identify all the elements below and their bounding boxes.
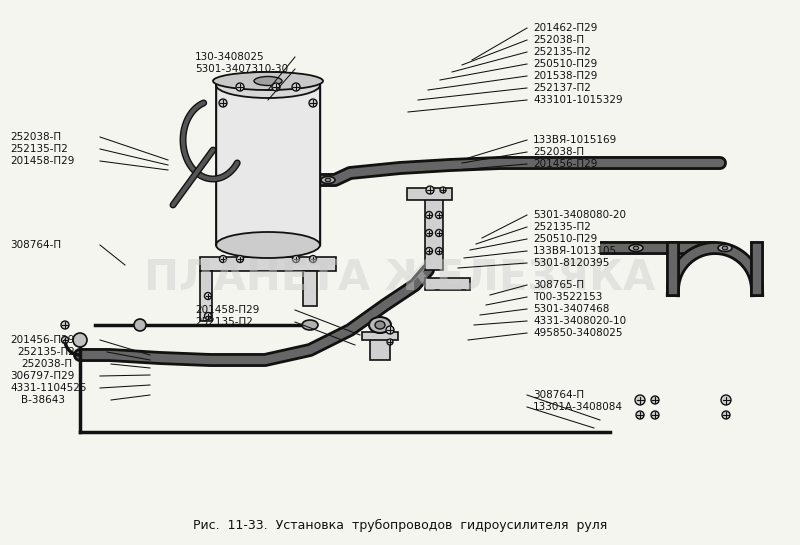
Text: ПЛАНЕТА ЖЕЛЕЗЯКА: ПЛАНЕТА ЖЕЛЕЗЯКА [144, 257, 656, 299]
Bar [200, 257, 336, 271]
Text: 250510-П29: 250510-П29 [533, 234, 598, 244]
Text: 201462-П29: 201462-П29 [533, 23, 598, 33]
Text: 252137-П2: 252137-П2 [533, 83, 591, 93]
Bar [200, 271, 212, 321]
Bar [425, 278, 470, 290]
Circle shape [435, 229, 442, 237]
Bar [370, 335, 390, 360]
Text: 308765-П: 308765-П [533, 280, 584, 290]
Text: 308764-П: 308764-П [533, 390, 584, 400]
Circle shape [205, 312, 211, 319]
Ellipse shape [375, 321, 385, 329]
Text: 5301-8120395: 5301-8120395 [533, 258, 610, 268]
Circle shape [651, 396, 659, 404]
Circle shape [651, 411, 659, 419]
Circle shape [440, 187, 446, 193]
Text: 306797-П29: 306797-П29 [10, 371, 74, 381]
Circle shape [309, 99, 317, 107]
Bar [425, 195, 443, 270]
Ellipse shape [302, 320, 318, 330]
Ellipse shape [326, 178, 331, 181]
Text: Рис.  11-33.  Установка  трубопроводов  гидроусилителя  руля: Рис. 11-33. Установка трубопроводов гидр… [193, 518, 607, 531]
Circle shape [721, 395, 731, 405]
Bar [362, 332, 398, 340]
Circle shape [426, 211, 433, 219]
Text: В-38643: В-38643 [21, 395, 65, 405]
Text: 201456-П29: 201456-П29 [10, 335, 74, 345]
Ellipse shape [634, 246, 638, 250]
Circle shape [435, 211, 442, 219]
Ellipse shape [216, 232, 320, 258]
Text: 252135-П2: 252135-П2 [10, 144, 68, 154]
Circle shape [310, 256, 317, 263]
Text: 5301-3408080-20: 5301-3408080-20 [533, 210, 626, 220]
Circle shape [134, 319, 146, 331]
Text: 5301-3407310-30: 5301-3407310-30 [195, 64, 288, 74]
Circle shape [426, 229, 433, 237]
Text: 201456-П29: 201456-П29 [533, 159, 598, 169]
Circle shape [237, 256, 243, 263]
Text: 433101-1015329: 433101-1015329 [533, 95, 622, 105]
Ellipse shape [258, 80, 278, 90]
Ellipse shape [213, 72, 323, 90]
Circle shape [272, 83, 280, 91]
Ellipse shape [254, 76, 282, 86]
Circle shape [205, 293, 211, 300]
Circle shape [722, 411, 730, 419]
Text: 250510-П29: 250510-П29 [533, 59, 598, 69]
Circle shape [62, 336, 69, 343]
Text: 495850-3408025: 495850-3408025 [533, 328, 622, 338]
Text: 5301-3407468: 5301-3407468 [533, 304, 610, 314]
Text: 133ВЯ-1015169: 133ВЯ-1015169 [533, 135, 618, 145]
Text: 252038-П: 252038-П [21, 359, 72, 369]
Text: 252135-П2: 252135-П2 [17, 347, 75, 357]
Circle shape [387, 339, 393, 345]
Text: 201538-П29: 201538-П29 [533, 71, 598, 81]
Text: 130-3408025: 130-3408025 [195, 52, 265, 62]
Circle shape [635, 395, 645, 405]
Circle shape [236, 83, 244, 91]
Text: 201458-П29: 201458-П29 [10, 156, 74, 166]
Ellipse shape [216, 72, 320, 98]
Text: 252038-П: 252038-П [533, 147, 584, 157]
Ellipse shape [321, 177, 335, 184]
Ellipse shape [718, 245, 732, 251]
Text: 4331-3408020-10: 4331-3408020-10 [533, 316, 626, 326]
Text: 252135-П2: 252135-П2 [195, 317, 253, 327]
Text: 252135-П2: 252135-П2 [533, 222, 591, 232]
Circle shape [219, 256, 226, 263]
Text: 4331-1104525: 4331-1104525 [10, 383, 86, 393]
Text: 252038-П: 252038-П [533, 35, 584, 45]
Circle shape [426, 247, 433, 255]
Circle shape [292, 83, 300, 91]
Ellipse shape [629, 245, 643, 251]
Bar [303, 271, 317, 306]
Circle shape [386, 326, 394, 334]
Circle shape [219, 99, 227, 107]
Text: 133ВЯ-1013105: 133ВЯ-1013105 [533, 246, 617, 256]
Text: 252038-П: 252038-П [10, 132, 61, 142]
Text: Т00-3522153: Т00-3522153 [533, 292, 602, 302]
Text: 201458-П29: 201458-П29 [195, 305, 259, 315]
Circle shape [435, 247, 442, 255]
Text: 252135-П2: 252135-П2 [533, 47, 591, 57]
Circle shape [636, 411, 644, 419]
Ellipse shape [369, 317, 391, 333]
Circle shape [426, 186, 434, 194]
Text: 13301А-3408084: 13301А-3408084 [533, 402, 623, 412]
Circle shape [61, 321, 69, 329]
Ellipse shape [722, 246, 728, 250]
Circle shape [73, 333, 87, 347]
Circle shape [293, 256, 299, 263]
Text: 308764-П: 308764-П [10, 240, 61, 250]
Bar [407, 188, 452, 200]
Bar [216, 85, 320, 245]
